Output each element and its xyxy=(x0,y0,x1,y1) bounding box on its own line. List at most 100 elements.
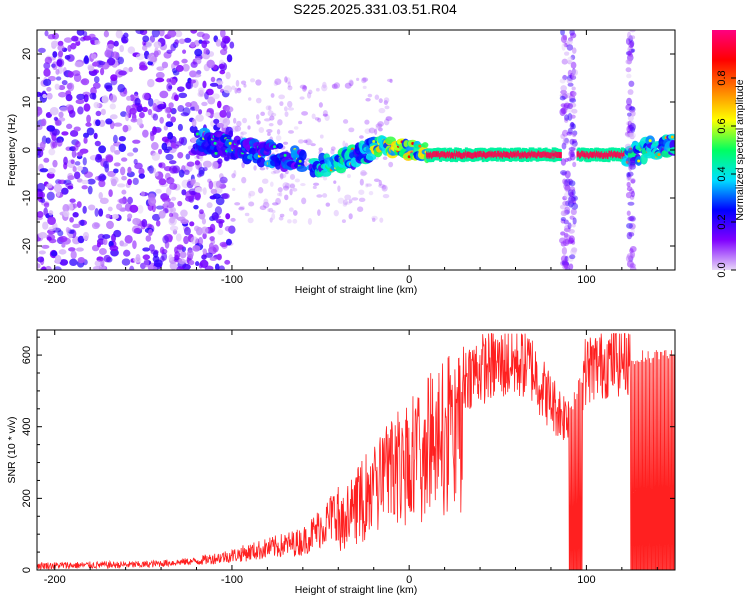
noise-blob xyxy=(212,244,219,253)
noise-blob xyxy=(136,117,143,126)
noise-blob xyxy=(217,158,223,165)
noise-blob xyxy=(52,159,58,168)
noise-blob xyxy=(95,110,102,117)
noise-blob xyxy=(170,78,177,86)
noise-blob xyxy=(279,101,284,107)
noise-blob xyxy=(48,210,54,216)
noise-blob xyxy=(267,110,274,117)
streak-blob xyxy=(559,78,566,84)
noise-blob xyxy=(287,85,293,91)
noise-blob xyxy=(176,86,185,92)
noise-blob xyxy=(39,168,49,173)
noise-blob xyxy=(289,188,293,196)
noise-blob xyxy=(185,81,194,90)
colorbar-tick-label: 0.2 xyxy=(716,214,728,229)
carrier-blob xyxy=(298,149,307,161)
noise-blob xyxy=(94,208,99,217)
noise-blob xyxy=(50,250,58,257)
noise-blob xyxy=(126,95,132,101)
noise-blob xyxy=(189,221,195,227)
noise-blob xyxy=(137,204,144,214)
noise-blob xyxy=(201,226,209,235)
noise-blob xyxy=(184,37,192,43)
noise-blob xyxy=(366,183,372,187)
streak-blob xyxy=(561,43,566,51)
noise-blob xyxy=(121,189,127,195)
noise-blob xyxy=(214,263,220,270)
noise-blob xyxy=(383,97,390,104)
noise-blob xyxy=(344,82,352,89)
noise-blob xyxy=(333,180,337,184)
noise-blob xyxy=(68,109,76,118)
carrier-blob-core xyxy=(195,132,199,136)
carrier-blob xyxy=(296,165,308,172)
noise-blob xyxy=(120,166,126,176)
noise-blob xyxy=(230,217,236,222)
noise-blob xyxy=(283,141,289,145)
noise-blob xyxy=(219,48,228,56)
noise-blob xyxy=(196,173,202,178)
noise-blob xyxy=(53,266,62,270)
noise-blob xyxy=(194,191,201,201)
noise-blob xyxy=(75,247,84,252)
noise-blob xyxy=(83,132,90,139)
noise-blob xyxy=(322,113,328,117)
noise-blob xyxy=(129,107,137,115)
noise-blob xyxy=(312,185,317,189)
noise-blob xyxy=(223,85,233,94)
noise-blob xyxy=(179,251,187,259)
noise-blob xyxy=(119,45,125,53)
noise-blob xyxy=(231,125,239,133)
streak-blob xyxy=(563,219,569,225)
noise-blob xyxy=(349,80,354,87)
noise-blob xyxy=(330,149,335,155)
noise-blob xyxy=(300,183,306,187)
noise-blob xyxy=(109,103,116,110)
noise-blob xyxy=(82,231,90,241)
streak-blob xyxy=(559,108,566,116)
noise-blob xyxy=(52,141,58,149)
noise-blob xyxy=(75,99,85,105)
noise-blob xyxy=(153,259,163,268)
x-tick-label: 100 xyxy=(577,274,595,286)
noise-blob xyxy=(176,266,184,270)
noise-blob xyxy=(153,50,159,58)
streak-blob xyxy=(572,161,577,168)
noise-blob xyxy=(174,39,179,45)
streak-blob xyxy=(627,115,634,121)
noise-blob xyxy=(118,70,127,76)
noise-blob xyxy=(158,30,165,37)
noise-blob xyxy=(58,249,67,255)
noise-blob xyxy=(178,38,186,45)
streak-blob xyxy=(569,191,574,197)
noise-blob xyxy=(102,234,111,239)
noise-blob xyxy=(74,61,83,68)
noise-blob xyxy=(303,139,308,144)
noise-blob xyxy=(275,197,281,205)
noise-blob xyxy=(166,49,173,54)
noise-blob xyxy=(168,212,174,218)
noise-blob xyxy=(167,30,177,38)
noise-blob xyxy=(163,200,170,206)
noise-blob xyxy=(93,76,100,84)
noise-blob xyxy=(52,61,58,71)
noise-blob xyxy=(147,53,156,63)
noise-blob xyxy=(38,250,46,255)
noise-blob xyxy=(175,64,184,72)
noise-blob xyxy=(65,226,70,233)
streak-blob xyxy=(630,110,636,117)
noise-blob xyxy=(58,85,66,91)
noise-blob xyxy=(365,98,371,102)
carrier-blob-core xyxy=(283,153,287,157)
noise-blob xyxy=(37,147,42,156)
streak-blob xyxy=(567,222,572,230)
noise-blob xyxy=(86,127,95,136)
noise-blob xyxy=(43,78,52,87)
snr-panel: -200 -100 0 100 0 200 400 600 Height of straig… xyxy=(6,329,676,596)
noise-blob xyxy=(170,142,177,149)
noise-blob xyxy=(169,225,179,232)
noise-blob xyxy=(362,85,367,89)
noise-blob xyxy=(142,254,151,260)
noise-blob xyxy=(64,54,71,60)
noise-blob xyxy=(205,112,211,117)
